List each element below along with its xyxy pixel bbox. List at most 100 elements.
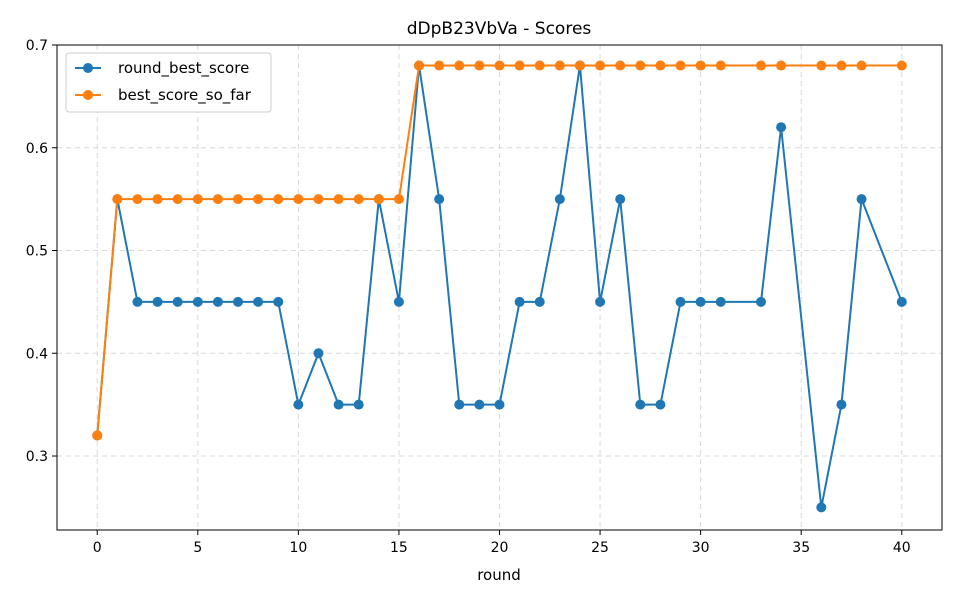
data-point <box>172 296 183 307</box>
series-best_score_so_far <box>92 60 907 441</box>
data-point <box>776 60 787 71</box>
data-point <box>816 502 827 513</box>
x-tick-label: 10 <box>289 540 307 556</box>
legend-box <box>65 52 272 113</box>
x-tick-label: 20 <box>491 540 509 556</box>
data-point <box>233 296 244 307</box>
data-point <box>514 296 525 307</box>
data-point <box>92 430 103 441</box>
data-point <box>434 194 445 205</box>
data-point <box>152 194 163 205</box>
x-tick-label: 40 <box>893 540 911 556</box>
data-point <box>534 296 545 307</box>
data-point <box>595 296 606 307</box>
data-point <box>212 194 223 205</box>
data-point <box>534 60 545 71</box>
data-point <box>454 60 465 71</box>
x-tick-label: 0 <box>93 540 102 556</box>
data-point <box>494 399 505 410</box>
data-point <box>574 60 585 71</box>
legend-swatch-marker <box>83 63 93 73</box>
y-tick-label: 0.7 <box>26 38 48 54</box>
data-point <box>494 60 505 71</box>
data-point <box>152 296 163 307</box>
legend-label: best_score_so_far <box>118 86 252 105</box>
legend-swatch-marker <box>83 90 93 100</box>
data-point <box>595 60 606 71</box>
data-point <box>253 296 264 307</box>
y-tick-label: 0.4 <box>26 346 48 362</box>
data-point <box>313 194 324 205</box>
data-point <box>353 194 364 205</box>
x-axis: 0 5 10 15 20 25 30 35 40 <box>93 530 911 556</box>
data-point <box>192 194 203 205</box>
data-point <box>856 60 867 71</box>
data-point <box>615 194 626 205</box>
data-point <box>635 399 646 410</box>
data-point <box>333 194 344 205</box>
data-point <box>273 296 284 307</box>
data-point <box>373 194 384 205</box>
data-point <box>293 194 304 205</box>
data-point <box>776 122 787 133</box>
x-tick-label: 5 <box>193 540 202 556</box>
data-point <box>414 60 425 71</box>
data-point <box>836 60 847 71</box>
data-point <box>715 296 726 307</box>
data-point <box>896 60 907 71</box>
y-tick-label: 0.6 <box>26 141 48 157</box>
data-point <box>333 399 344 410</box>
y-tick-label: 0.5 <box>26 244 48 260</box>
data-point <box>393 296 404 307</box>
data-point <box>132 296 143 307</box>
x-tick-label: 30 <box>692 540 710 556</box>
data-point <box>434 60 445 71</box>
data-point <box>635 60 646 71</box>
data-point <box>454 399 465 410</box>
data-point <box>253 194 264 205</box>
data-point <box>212 296 223 307</box>
data-point <box>172 194 183 205</box>
data-point <box>132 194 143 205</box>
legend-label: round_best_score <box>118 59 249 78</box>
data-point <box>675 60 686 71</box>
data-point <box>353 399 364 410</box>
data-point <box>233 194 244 205</box>
x-axis-title: round <box>477 566 521 584</box>
data-point <box>856 194 867 205</box>
data-point <box>192 296 203 307</box>
data-point <box>293 399 304 410</box>
data-point <box>816 60 827 71</box>
data-point <box>695 60 706 71</box>
x-tick-label: 25 <box>591 540 609 556</box>
data-point <box>474 399 485 410</box>
data-point <box>554 60 565 71</box>
data-point <box>655 60 666 71</box>
data-point <box>896 296 907 307</box>
grid-lines <box>57 44 942 530</box>
data-point <box>755 296 766 307</box>
x-tick-label: 15 <box>390 540 408 556</box>
data-point <box>655 399 666 410</box>
data-point <box>755 60 766 71</box>
data-point <box>715 60 726 71</box>
data-point <box>393 194 404 205</box>
data-point <box>474 60 485 71</box>
data-point <box>615 60 626 71</box>
y-axis: 0.3 0.4 0.5 0.6 0.7 <box>26 38 57 465</box>
data-point <box>675 296 686 307</box>
data-point <box>313 348 324 359</box>
series-layer <box>92 60 907 513</box>
x-tick-label: 35 <box>792 540 810 556</box>
chart-title: dDpB23VbVa - Scores <box>407 19 592 39</box>
data-point <box>836 399 847 410</box>
data-point <box>112 194 123 205</box>
legend: round_best_score best_score_so_far <box>65 52 272 113</box>
data-point <box>695 296 706 307</box>
y-tick-label: 0.3 <box>26 449 48 465</box>
data-point <box>554 194 565 205</box>
data-point <box>273 194 284 205</box>
data-point <box>514 60 525 71</box>
